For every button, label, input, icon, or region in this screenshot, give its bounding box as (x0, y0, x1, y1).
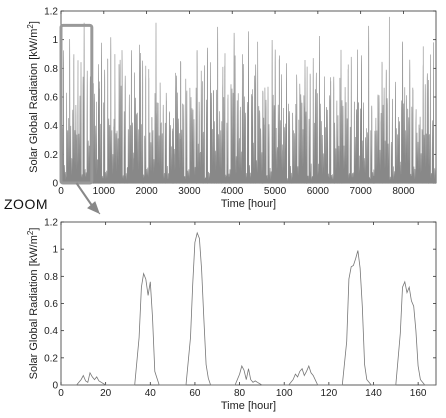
overview-x-tick-label: 3000 (178, 186, 201, 197)
overview-x-tick-label: 0 (58, 186, 64, 197)
overview-x-tick-label: 5000 (264, 186, 287, 197)
overview-y-tick-label: 0 (52, 179, 58, 190)
overview-y-tick-label: 0.4 (44, 121, 58, 132)
zoom-y-tick-label: 0.8 (44, 272, 58, 283)
zoom-connector (75, 182, 101, 215)
zoom-y-tick-label: 1.2 (44, 218, 58, 229)
zoom-y-tick-label: 0.6 (44, 299, 58, 310)
overview-x-tick-label: 7000 (350, 186, 373, 197)
overview-x-tick-label: 6000 (307, 186, 330, 197)
overview-series-line (61, 16, 436, 184)
overview-x-tick-label: 2000 (135, 186, 158, 197)
zoom-x-tick-label: 120 (321, 388, 338, 399)
overview-x-tick-label: 4000 (221, 186, 244, 197)
zoom-y-tick-label: 1 (52, 245, 58, 256)
zoom-x-tick-label: 100 (276, 388, 293, 399)
zoom-plot-frame (60, 221, 437, 386)
zoom-series-line (61, 231, 436, 386)
overview-x-axis-label: Time [hour] (221, 198, 276, 210)
overview-chart: 0 1000 2000 3000 4000 5000 6000 7000 8000 0 0.2 0.4… (26, 7, 437, 210)
zoom-y-axis-label: Solar Global Radiation [kW/m2] (26, 228, 40, 380)
zoom-y-tick-label: 0.2 (44, 353, 58, 364)
zoom-x-tick-label: 0 (58, 388, 64, 399)
zoom-x-axis-label: Time [hour] (221, 400, 276, 412)
zoom-arrowhead (87, 201, 101, 215)
zoom-y-tick-label: 0 (52, 381, 58, 392)
zoom-x-tick-label: 40 (145, 388, 157, 399)
zoom-x-tick-label: 160 (410, 388, 427, 399)
overview-y-tick-label: 0.8 (44, 64, 58, 75)
overview-y-tick-label: 1.2 (44, 7, 58, 18)
zoom-x-tick-label: 20 (100, 388, 112, 399)
zoom-x-tick-label: 140 (365, 388, 382, 399)
overview-y-tick-label: 0.6 (44, 93, 58, 104)
overview-y-tick-label: 0.2 (44, 150, 58, 161)
zoom-label: ZOOM (4, 196, 48, 212)
zoom-x-tick-label: 60 (189, 388, 201, 399)
zoom-y-tick-label: 0.4 (44, 326, 58, 337)
overview-x-tick-label: 1000 (93, 186, 116, 197)
zoom-chart: 0 20 40 60 80 100 120 140 160 0 0.2 0.4 0.6 0.8 1 1.2 Ti… (26, 218, 437, 412)
overview-y-axis-label: Solar Global Radiation [kW/m2] (26, 21, 40, 173)
overview-y-tick-label: 1 (52, 35, 58, 46)
overview-x-tick-label: 8000 (392, 186, 415, 197)
zoom-x-tick-label: 80 (234, 388, 246, 399)
